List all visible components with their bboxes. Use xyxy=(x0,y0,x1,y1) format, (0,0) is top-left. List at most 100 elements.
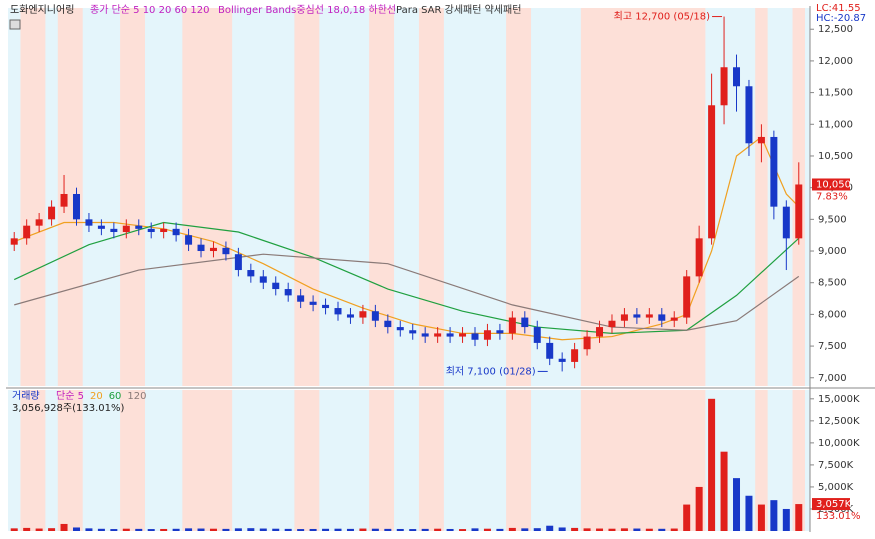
volume-bar xyxy=(533,528,541,531)
volume-bar xyxy=(658,528,666,531)
y-tick-label: 12,500 xyxy=(818,24,853,35)
volume-bar xyxy=(359,528,367,531)
y-tick-label: 7,000 xyxy=(818,373,847,384)
volume-bar xyxy=(346,528,354,531)
candle-body xyxy=(197,244,205,252)
candle-body xyxy=(745,86,753,144)
volume-bar xyxy=(85,528,93,531)
volume-bar xyxy=(757,504,765,531)
candle-body xyxy=(147,228,155,233)
candle-body xyxy=(334,308,342,315)
volume-tag xyxy=(812,498,850,511)
volume-bar xyxy=(695,486,703,531)
candle-body xyxy=(720,67,728,106)
sar-band xyxy=(20,390,46,531)
candle-body xyxy=(795,184,803,239)
volume-bar xyxy=(733,478,741,531)
volume-tag-label: 3,057K xyxy=(816,499,852,510)
sar-band xyxy=(580,8,706,386)
volume-bar xyxy=(23,527,31,531)
volume-bar xyxy=(521,528,529,531)
volume-bar xyxy=(384,528,392,531)
candle-body xyxy=(110,228,118,233)
volume-bar xyxy=(10,528,18,531)
corner-label: LC:41.55 xyxy=(816,3,861,14)
y-tick-label: 12,000 xyxy=(818,56,853,67)
candle-body xyxy=(558,358,566,362)
volume-bar xyxy=(434,528,442,531)
volume-bar xyxy=(583,528,591,531)
sar-band xyxy=(294,8,320,386)
volume-bar xyxy=(234,528,242,531)
candle-body xyxy=(259,276,267,283)
candle-body xyxy=(670,317,678,321)
candle-body xyxy=(708,105,716,239)
candle-body xyxy=(135,225,143,229)
legend-item: Bollinger Bands중심선 18,0,18 하한선 xyxy=(218,3,396,16)
volume-bar xyxy=(160,528,168,531)
candle-body xyxy=(782,206,790,239)
volume-bar xyxy=(72,527,80,531)
candle-body xyxy=(35,219,43,226)
candle-body xyxy=(757,136,765,144)
band-layer xyxy=(20,8,805,531)
volume-bar xyxy=(720,451,728,531)
volume-bar xyxy=(459,529,467,531)
volume-legend-item: 120 xyxy=(127,391,146,402)
candle-body xyxy=(234,254,242,271)
y-tick-label: 9,000 xyxy=(818,246,847,257)
volume-bar xyxy=(135,528,143,531)
candle-body xyxy=(122,225,130,233)
y-tick-label: 11,500 xyxy=(818,88,853,99)
candle-body xyxy=(496,330,504,334)
candle-body xyxy=(209,247,217,252)
sar-band xyxy=(182,8,233,386)
candle-body xyxy=(97,225,105,229)
y-tick-label: 10,500 xyxy=(818,151,853,162)
volume-bar xyxy=(48,528,56,531)
volume-bar xyxy=(471,528,479,531)
ratio-label: 133.01% xyxy=(816,511,861,522)
volume-legend-item: 20 xyxy=(90,391,103,402)
volume-bar xyxy=(670,528,678,531)
volume-bar xyxy=(446,528,454,531)
settings-icon[interactable] xyxy=(9,19,21,30)
candle-body xyxy=(546,342,554,359)
candle-body xyxy=(359,311,367,318)
sar-band xyxy=(120,390,145,531)
candle-body xyxy=(60,193,68,207)
volume-bar xyxy=(508,527,516,531)
candle-body xyxy=(633,314,641,318)
candle-body xyxy=(10,238,18,245)
volume-title: 거래량 xyxy=(12,390,40,402)
candle-body xyxy=(247,270,255,277)
sar-band xyxy=(792,390,805,531)
sar-band xyxy=(418,8,444,386)
change-label: 7.83% xyxy=(816,191,848,202)
candle-body xyxy=(608,320,616,328)
volume-bar xyxy=(571,527,579,531)
volume-bar xyxy=(795,504,803,531)
candle-body xyxy=(371,311,379,321)
volume-bar xyxy=(35,528,43,531)
y-tick-label: 10,000K xyxy=(818,438,860,449)
y-tick-label: 9,500 xyxy=(818,214,847,225)
volume-bar xyxy=(683,504,691,531)
candle-body xyxy=(396,327,404,331)
candle-body xyxy=(521,317,529,328)
corner-label: HC:-20.87 xyxy=(816,13,866,24)
annotation: 최저 7,100 (01/28) xyxy=(446,365,536,377)
candle-body xyxy=(434,333,442,337)
volume-bar xyxy=(483,528,491,531)
volume-bar xyxy=(259,528,267,531)
volume-bar xyxy=(334,528,342,531)
candle-body xyxy=(222,247,230,255)
candle-body xyxy=(733,67,741,87)
volume-bar xyxy=(322,528,330,531)
sar-band xyxy=(369,8,395,386)
sar-band xyxy=(755,8,768,386)
volume-bar xyxy=(172,528,180,531)
volume-bar xyxy=(596,528,604,531)
y-tick-label: 8,000 xyxy=(818,309,847,320)
